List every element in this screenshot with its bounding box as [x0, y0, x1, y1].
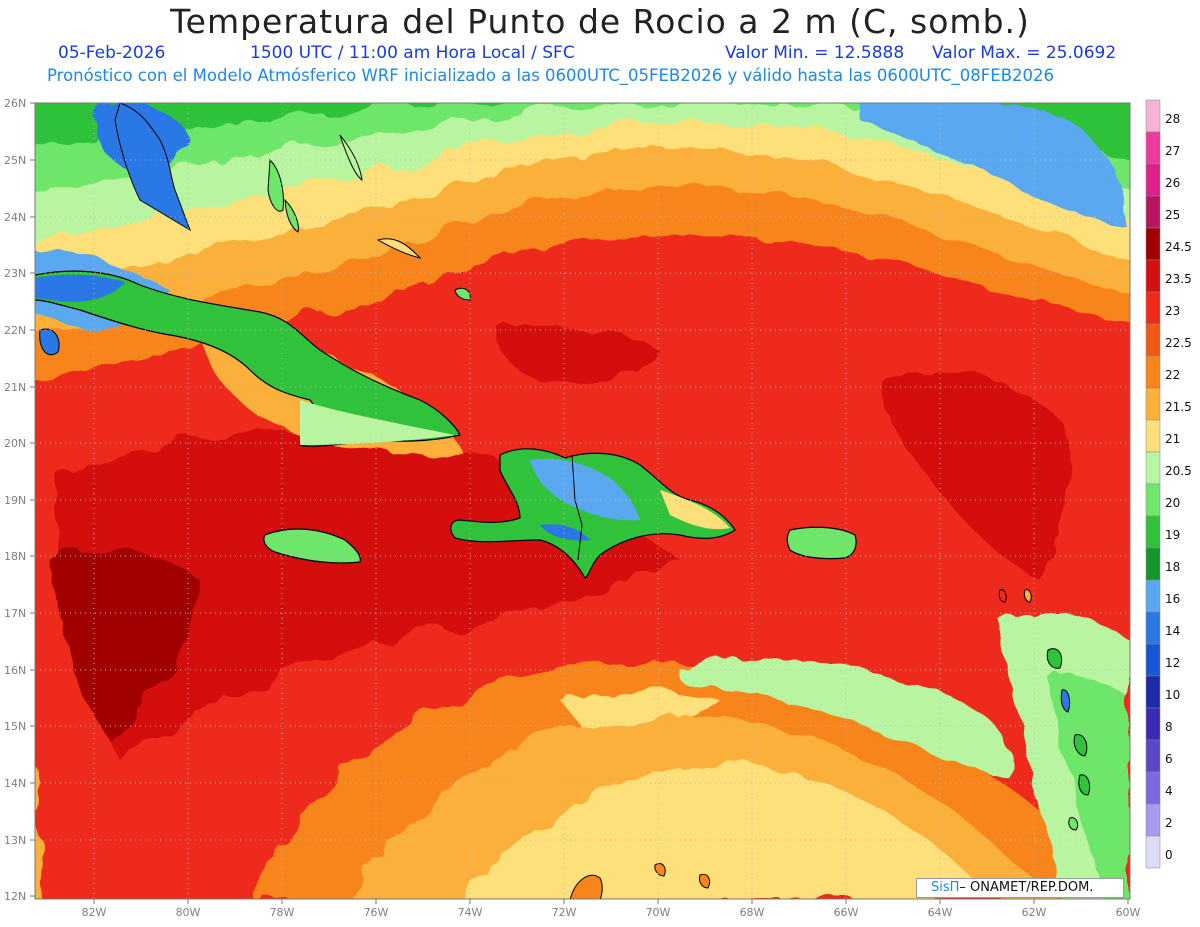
legend-label: 10 [1165, 688, 1180, 702]
legend-swatch [1145, 771, 1161, 805]
forecast-time: 1500 UTC / 11:00 am Hora Local / SFC [250, 43, 575, 63]
legend-label: 6 [1165, 752, 1173, 766]
legend-label: 0 [1165, 848, 1173, 862]
legend-label: 2 [1165, 816, 1173, 830]
legend-label: 26 [1165, 176, 1180, 190]
map-frame [34, 102, 1131, 900]
legend-swatch [1145, 643, 1161, 677]
legend-swatch [1145, 547, 1161, 581]
lon-label: 70W [646, 906, 671, 919]
legend-label: 20 [1165, 496, 1180, 510]
legend-label: 8 [1165, 720, 1173, 734]
credit-text: – ONAMET/REP.DOM. [959, 880, 1094, 895]
legend-label: 18 [1165, 560, 1180, 574]
model-subtitle: Pronóstico con el Modelo Atmósferico WRF… [47, 66, 1055, 85]
sispi-logo: SisΠ [931, 880, 960, 895]
legend-label: 12 [1165, 656, 1180, 670]
lon-label: 60W [1116, 906, 1141, 919]
legend-swatch [1145, 227, 1161, 261]
lon-label: 76W [364, 906, 389, 919]
legend-swatch [1145, 835, 1161, 869]
lat-label: 17N [4, 607, 26, 620]
legend-swatch [1145, 515, 1161, 549]
legend-label: 22.5 [1165, 336, 1192, 350]
legend-label: 20.5 [1165, 464, 1192, 478]
legend-swatch [1145, 195, 1161, 229]
lat-label: 18N [4, 550, 26, 563]
legend-swatch [1145, 99, 1161, 133]
lon-label: 66W [834, 906, 859, 919]
lon-label: 82W [82, 906, 107, 919]
legend-label: 4 [1165, 784, 1173, 798]
legend-label: 24.5 [1165, 240, 1192, 254]
lat-label: 12N [4, 890, 26, 903]
legend-swatch [1145, 419, 1161, 453]
lat-label: 13N [4, 834, 26, 847]
legend-label: 21.5 [1165, 400, 1192, 414]
lat-label: 14N [4, 777, 26, 790]
lat-label: 21N [4, 381, 26, 394]
legend-label: 22 [1165, 368, 1180, 382]
lat-label: 25N [4, 154, 26, 167]
legend-swatch [1145, 323, 1161, 357]
lat-label: 20N [4, 437, 26, 450]
lat-label: 22N [4, 324, 26, 337]
max-value: Valor Max. = 25.0692 [932, 43, 1117, 63]
lon-label: 80W [176, 906, 201, 919]
legend-label: 25 [1165, 208, 1180, 222]
forecast-date: 05-Feb-2026 [58, 43, 166, 63]
longitude-labels: 82W 80W 78W 76W 74W 72W 70W 68W 66W 64W … [82, 906, 1141, 919]
lon-label: 72W [552, 906, 577, 919]
legend-swatch [1145, 739, 1161, 773]
lon-label: 74W [458, 906, 483, 919]
legend-swatch [1145, 579, 1161, 613]
lon-label: 78W [270, 906, 295, 919]
legend-label: 16 [1165, 592, 1180, 606]
lat-label: 19N [4, 494, 26, 507]
legend-swatch [1145, 131, 1161, 165]
map-title: Temperatura del Punto de Rocio a 2 m (C,… [170, 2, 1030, 41]
lat-label: 24N [4, 211, 26, 224]
legend-swatch [1145, 387, 1161, 421]
legend-label: 14 [1165, 624, 1180, 638]
dewpoint-field [35, 103, 1130, 899]
lat-label: 16N [4, 664, 26, 677]
legend-swatch [1145, 355, 1161, 389]
latitude-labels: 26N 25N 24N 23N 22N 21N 20N 19N 18N 17N … [4, 97, 26, 903]
legend-label: 19 [1165, 528, 1180, 542]
legend-swatch [1145, 803, 1161, 837]
legend-swatch [1145, 483, 1161, 517]
legend-swatch [1145, 291, 1161, 325]
lon-label: 64W [928, 906, 953, 919]
credit-badge: SisΠ– ONAMET/REP.DOM. [916, 878, 1124, 898]
legend-label: 21 [1165, 432, 1180, 446]
legend-label: 23.5 [1165, 272, 1192, 286]
legend-swatch [1145, 707, 1161, 741]
lat-label: 26N [4, 97, 26, 110]
legend-swatch [1145, 451, 1161, 485]
color-legend: 2827262524.523.52322.52221.52120.5201918… [1145, 99, 1192, 869]
lat-label: 23N [4, 267, 26, 280]
legend-swatch [1145, 611, 1161, 645]
lat-label: 15N [4, 720, 26, 733]
legend-label: 23 [1165, 304, 1180, 318]
legend-label: 27 [1165, 144, 1180, 158]
min-value: Valor Min. = 12.5888 [725, 43, 905, 63]
legend-swatch [1145, 675, 1161, 709]
legend-label: 28 [1165, 112, 1180, 126]
lon-label: 62W [1022, 906, 1047, 919]
lon-label: 68W [740, 906, 765, 919]
legend-swatch [1145, 163, 1161, 197]
legend-swatch [1145, 259, 1161, 293]
